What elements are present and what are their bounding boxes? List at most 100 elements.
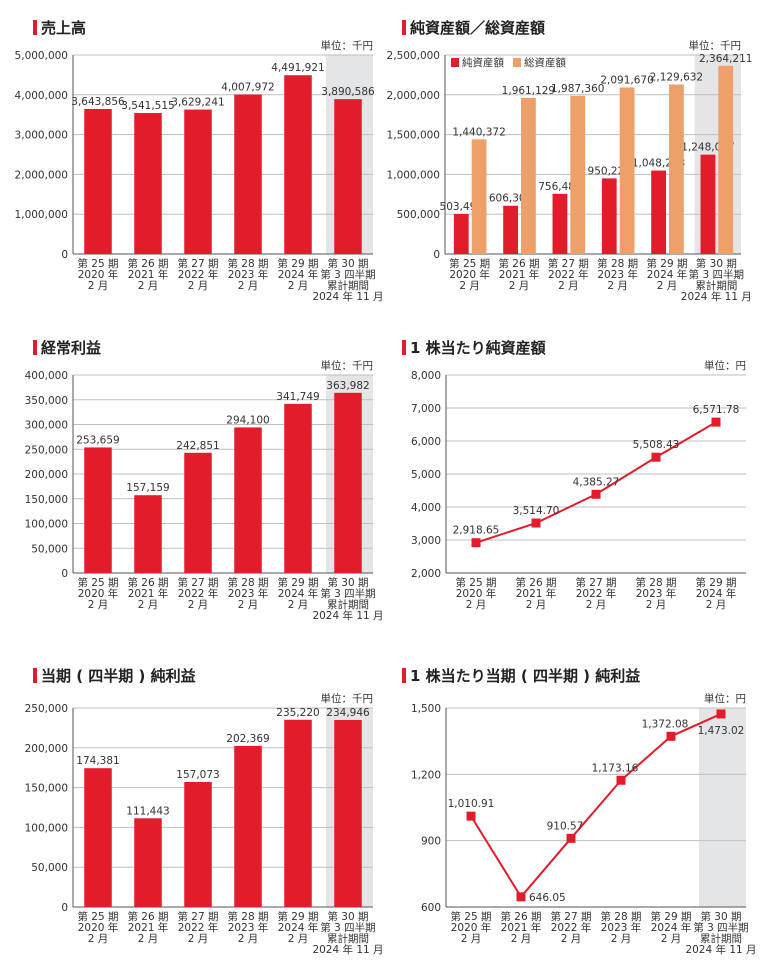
title-marker bbox=[402, 340, 406, 355]
x-tick-label: 第 26 期 bbox=[500, 910, 541, 923]
title-marker bbox=[33, 20, 37, 35]
x-tick-label: 第 29 期 bbox=[277, 910, 318, 923]
series-line bbox=[470, 713, 722, 899]
y-tick-label: 1,200 bbox=[411, 769, 441, 781]
x-tick-label: 第 26 期 bbox=[498, 257, 539, 270]
x-tick-label: 2023 年 bbox=[597, 268, 638, 281]
data-label: 1,961,129 bbox=[502, 85, 555, 97]
x-tick-label: 第 25 期 bbox=[455, 576, 496, 589]
y-tick-label: 1,500 bbox=[411, 703, 441, 715]
x-tick-label: 2 月 bbox=[288, 599, 309, 611]
x-tick-label: 2022 年 bbox=[178, 921, 219, 934]
x-tick-label: 2022 年 bbox=[551, 921, 592, 934]
bar bbox=[134, 818, 162, 907]
unit-label: 単位：千円 bbox=[689, 39, 742, 52]
bar bbox=[84, 768, 112, 907]
x-tick-label: 第 30 期 bbox=[700, 910, 741, 923]
x-tick-label: 第 25 期 bbox=[77, 576, 118, 589]
unit-label: 単位：円 bbox=[704, 359, 746, 372]
title-marker bbox=[33, 340, 37, 355]
y-tick-label: 1,000,000 bbox=[15, 209, 68, 221]
data-label: 3,629,241 bbox=[171, 97, 224, 109]
x-tick-label: 2 月 bbox=[188, 933, 209, 945]
x-tick-label: 2020 年 bbox=[449, 268, 490, 281]
y-tick-label: 5,000 bbox=[411, 469, 441, 481]
x-tick-label: 2 月 bbox=[88, 933, 109, 945]
unit-label: 単位：千円 bbox=[321, 39, 374, 52]
x-tick-label: 第 28 期 bbox=[635, 576, 676, 589]
x-tick-label: 2024 年 bbox=[696, 587, 737, 600]
y-tick-label: 3,000,000 bbox=[15, 130, 68, 142]
x-tick-label: 2 月 bbox=[138, 280, 159, 292]
x-tick-label: 第 29 期 bbox=[650, 910, 691, 923]
x-tick-label: 第 30 期 bbox=[696, 257, 737, 270]
bar bbox=[601, 178, 617, 254]
y-tick-label: 400,000 bbox=[25, 370, 68, 382]
x-tick-label: 第 27 期 bbox=[177, 576, 218, 589]
x-tick-label: 2 月 bbox=[511, 933, 532, 945]
x-tick-label: 2 月 bbox=[607, 280, 628, 292]
data-label: 6,571.78 bbox=[693, 404, 740, 416]
y-tick-label: 1,000,000 bbox=[387, 169, 440, 181]
data-label: 646.05 bbox=[529, 892, 566, 904]
x-tick-label: 第 29 期 bbox=[646, 257, 687, 270]
data-label: 3,541,515 bbox=[121, 100, 174, 112]
x-tick-label: 第 3 四半期 bbox=[320, 921, 375, 934]
bar bbox=[184, 781, 212, 907]
y-tick-label: 2,000,000 bbox=[387, 90, 440, 102]
data-label: 294,100 bbox=[226, 414, 269, 426]
x-tick-label: 2 月 bbox=[661, 933, 682, 945]
unit-label: 単位：千円 bbox=[321, 692, 374, 705]
legend-swatch bbox=[451, 58, 459, 67]
x-tick-label: 2023 年 bbox=[228, 268, 269, 281]
x-tick-label: 2 月 bbox=[288, 933, 309, 945]
y-tick-label: 500,000 bbox=[397, 209, 440, 221]
x-tick-label: 2020 年 bbox=[451, 921, 492, 934]
x-tick-label: 2 月 bbox=[188, 280, 209, 292]
data-label: 4,385.27 bbox=[573, 476, 620, 488]
y-tick-label: 200,000 bbox=[25, 743, 68, 755]
data-point bbox=[471, 538, 481, 548]
x-tick-label: 第 3 四半期 bbox=[693, 921, 748, 934]
bar bbox=[184, 109, 212, 254]
x-tick-label: 2021 年 bbox=[499, 268, 540, 281]
data-label: 253,659 bbox=[76, 434, 119, 446]
x-tick-label: 2020 年 bbox=[78, 268, 119, 281]
x-tick-label: 2 月 bbox=[238, 599, 259, 611]
bar bbox=[234, 427, 262, 573]
y-tick-label: 5,000,000 bbox=[15, 50, 68, 62]
y-tick-label: 600 bbox=[421, 902, 441, 914]
data-label: 157,073 bbox=[176, 769, 219, 781]
x-tick-label: 2 月 bbox=[238, 933, 259, 945]
data-point bbox=[666, 731, 676, 741]
bar bbox=[619, 87, 635, 254]
x-tick-label: 2 月 bbox=[138, 599, 159, 611]
chart-title: 1 株当たり当期 ( 四半期 ) 純利益 bbox=[410, 667, 640, 685]
data-label: 4,491,921 bbox=[271, 62, 324, 74]
data-point bbox=[716, 709, 726, 719]
y-tick-label: 8,000 bbox=[411, 370, 441, 382]
bar bbox=[284, 403, 312, 573]
x-tick-label: 2022 年 bbox=[548, 268, 589, 281]
data-label: 242,851 bbox=[176, 440, 219, 452]
data-label: 341,749 bbox=[276, 391, 319, 403]
y-tick-label: 900 bbox=[421, 836, 441, 848]
bar bbox=[669, 84, 684, 254]
y-tick-label: 3,000 bbox=[411, 535, 441, 547]
chart-title: 経常利益 bbox=[41, 339, 101, 357]
x-tick-label: 2 月 bbox=[586, 599, 607, 611]
data-label: 1,440,372 bbox=[452, 126, 505, 138]
bar bbox=[234, 94, 262, 254]
data-label: 174,381 bbox=[76, 755, 119, 767]
y-tick-label: 6,000 bbox=[411, 436, 441, 448]
x-tick-label: 第 27 期 bbox=[177, 257, 218, 270]
title-marker bbox=[402, 20, 406, 35]
x-tick-label: 第 27 期 bbox=[548, 257, 589, 270]
x-tick-label: 2 月 bbox=[558, 280, 579, 292]
x-tick-label: 2 月 bbox=[288, 280, 309, 292]
